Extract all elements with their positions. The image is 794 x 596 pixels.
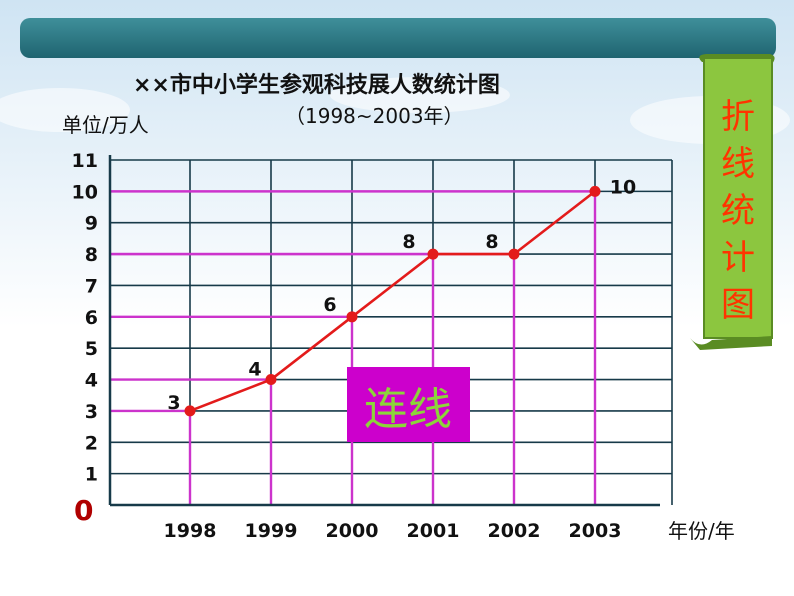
y-tick-label-2: 2 xyxy=(85,432,98,454)
x-tick-label-2003: 2003 xyxy=(569,520,622,542)
data-point-2001 xyxy=(427,248,439,260)
x-tick-label-2000: 2000 xyxy=(326,520,379,542)
header-bar xyxy=(20,18,776,58)
data-point-1998 xyxy=(184,405,196,417)
x-tick-label-1998: 1998 xyxy=(164,520,217,542)
banner-body xyxy=(703,57,773,339)
data-label-1999: 4 xyxy=(248,359,261,381)
y-tick-label-1: 1 xyxy=(85,464,98,486)
y-tick-label-9: 9 xyxy=(85,213,98,235)
series-line: 3 4 6 8 8 10 xyxy=(167,176,636,417)
connect-label-text: 连线 xyxy=(364,384,452,435)
chart-title: ××市中小学生参观科技展人数统计图 xyxy=(133,72,500,98)
x-tick-label-1999: 1999 xyxy=(245,520,298,542)
data-label-2000: 6 xyxy=(323,294,336,316)
connect-label: 连线 xyxy=(347,367,470,442)
data-point-2002 xyxy=(508,248,520,260)
origin-label: 0 xyxy=(74,494,93,527)
data-point-2000 xyxy=(346,311,358,323)
y-tick-labels: 1 2 3 4 5 6 7 8 9 10 11 xyxy=(72,150,98,486)
y-axis-label: 单位/万人 xyxy=(62,113,149,137)
data-label-1998: 3 xyxy=(167,392,180,414)
x-tick-label-2002: 2002 xyxy=(488,520,541,542)
x-tick-label-2001: 2001 xyxy=(407,520,460,542)
banner-title: 折线统计图 xyxy=(721,97,755,325)
data-label-2003: 10 xyxy=(610,176,636,198)
x-tick-labels: 1998 1999 2000 2001 2002 2003 xyxy=(164,520,622,542)
chart-axes xyxy=(108,155,660,507)
y-tick-label-7: 7 xyxy=(85,275,98,297)
connect-label-bg xyxy=(347,367,470,442)
y-tick-label-11: 11 xyxy=(72,150,98,172)
banner-curl-bottom xyxy=(690,336,772,350)
banner-scroll: 折线统计图 xyxy=(690,54,775,350)
data-label-2001: 8 xyxy=(402,231,415,253)
data-point-2003 xyxy=(589,185,601,197)
y-tick-label-10: 10 xyxy=(72,181,98,203)
y-tick-label-4: 4 xyxy=(85,370,98,392)
data-point-1999 xyxy=(265,374,277,386)
x-axis-label: 年份/年 xyxy=(668,519,735,543)
y-tick-label-6: 6 xyxy=(85,307,98,329)
series-polyline xyxy=(189,190,596,413)
y-tick-label-8: 8 xyxy=(85,244,98,266)
chart-subtitle: （1998~2003年） xyxy=(285,104,464,128)
y-tick-label-5: 5 xyxy=(85,338,98,360)
y-tick-label-3: 3 xyxy=(85,401,98,423)
data-label-2002: 8 xyxy=(485,231,498,253)
